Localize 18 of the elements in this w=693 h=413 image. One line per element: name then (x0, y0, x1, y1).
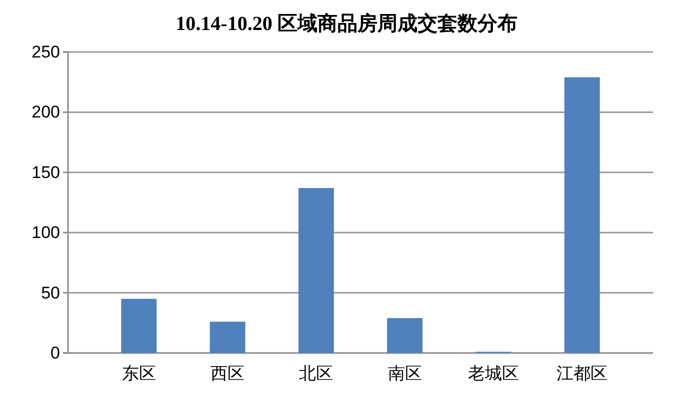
x-tick-label: 东区 (122, 364, 156, 384)
bar (298, 188, 334, 353)
y-tick-label: 50 (41, 283, 60, 302)
y-tick-label: 100 (32, 223, 60, 242)
x-tick-label: 江都区 (556, 364, 608, 384)
y-tick-label: 150 (32, 162, 60, 182)
y-tick-label: 200 (32, 102, 60, 122)
chart-title: 10.14-10.20 区域商品房周成交套数分布 (176, 12, 518, 35)
x-tick-label: 南区 (388, 364, 422, 384)
x-tick-label: 西区 (210, 364, 245, 384)
y-tick-label: 250 (32, 42, 60, 62)
bar (564, 77, 600, 353)
x-tick-label: 北区 (299, 364, 334, 384)
bar (387, 318, 423, 353)
bar (121, 298, 157, 353)
y-tick-label: 0 (50, 343, 60, 362)
x-tick-label: 老城区 (468, 364, 519, 384)
bar (210, 322, 246, 353)
